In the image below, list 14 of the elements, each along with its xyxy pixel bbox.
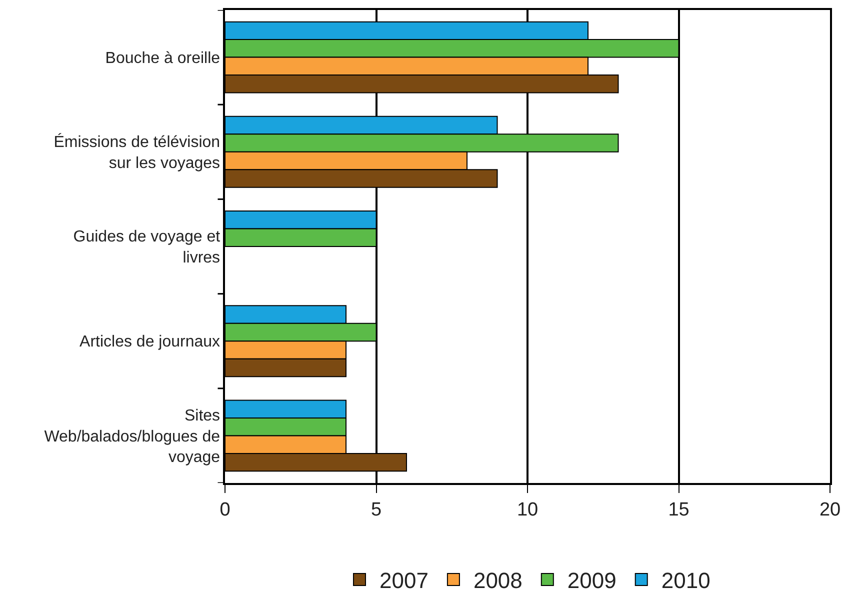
- x-tick-label: 0: [220, 500, 230, 521]
- x-tick-label: 5: [370, 500, 382, 521]
- legend-label: 2007: [380, 568, 428, 594]
- legend-label: 2009: [567, 568, 616, 594]
- x-tick-label: 20: [819, 500, 841, 521]
- y-tick-label: Guides de voyage et livres: [73, 228, 221, 266]
- y-tick-label: Bouche à oreille: [105, 50, 220, 67]
- y-tick-label: Sites Web/balados/blogues de voyage: [44, 408, 220, 466]
- y-tick-label: Articles de journaux: [80, 334, 220, 351]
- legend-label: 2008: [473, 568, 522, 594]
- legend-label: 2010: [661, 568, 710, 594]
- y-tick-label: Émissions de télévision sur les voyages: [54, 133, 220, 172]
- x-tick-label: 10: [516, 500, 538, 521]
- x-tick-label: 15: [668, 500, 690, 521]
